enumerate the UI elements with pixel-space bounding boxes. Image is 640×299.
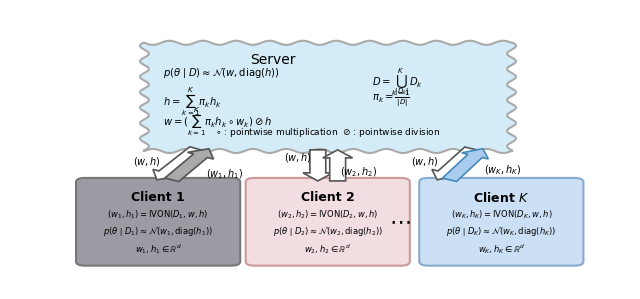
Text: $(w, h)$: $(w, h)$ bbox=[284, 151, 312, 164]
Text: $(w_2, h_2)$: $(w_2, h_2)$ bbox=[340, 165, 378, 179]
Polygon shape bbox=[303, 150, 333, 181]
Text: $(w, h)$: $(w, h)$ bbox=[411, 155, 438, 168]
Text: Server: Server bbox=[250, 53, 296, 67]
Text: $(w, h)$: $(w, h)$ bbox=[133, 155, 161, 168]
Polygon shape bbox=[323, 150, 353, 181]
Text: Client 1: Client 1 bbox=[131, 191, 185, 204]
Polygon shape bbox=[140, 41, 516, 153]
FancyBboxPatch shape bbox=[419, 178, 584, 266]
Text: $w_2, h_2 \in \mathbb{R}^d$: $w_2, h_2 \in \mathbb{R}^d$ bbox=[304, 242, 351, 256]
Text: $\pi_k = \frac{|D_k|}{|D|}$: $\pi_k = \frac{|D_k|}{|D|}$ bbox=[372, 86, 410, 109]
Polygon shape bbox=[432, 147, 479, 180]
Text: $w = (\sum_{k=1}^{K} \pi_k h_k \circ w_k) \oslash h$: $w = (\sum_{k=1}^{K} \pi_k h_k \circ w_k… bbox=[163, 105, 273, 138]
Text: Client 2: Client 2 bbox=[301, 191, 355, 204]
Text: $(w_1, h_1)$: $(w_1, h_1)$ bbox=[207, 167, 244, 181]
Text: $p(\theta \mid D_1) \approx \mathcal{N}(w_1, \mathrm{diag}(h_1))$: $p(\theta \mid D_1) \approx \mathcal{N}(… bbox=[103, 225, 213, 238]
Text: $w_K, h_K \in \mathbb{R}^d$: $w_K, h_K \in \mathbb{R}^d$ bbox=[477, 242, 525, 256]
Text: $h = \sum_{k=1}^{K} \pi_k h_k$: $h = \sum_{k=1}^{K} \pi_k h_k$ bbox=[163, 86, 222, 118]
Text: $(w_1, h_1) = \mathrm{IVON}(D_1, w, h)$: $(w_1, h_1) = \mathrm{IVON}(D_1, w, h)$ bbox=[108, 209, 209, 221]
Text: $\circ$ : pointwise multiplication  $\oslash$ : pointwise division: $\circ$ : pointwise multiplication $\osl… bbox=[215, 126, 441, 139]
Text: $p(\theta \mid D) \approx \mathcal{N}(w, \mathrm{diag}(h))$: $p(\theta \mid D) \approx \mathcal{N}(w,… bbox=[163, 66, 280, 80]
FancyBboxPatch shape bbox=[246, 178, 410, 266]
Text: $(w_K, h_K) = \mathrm{IVON}(D_K, w, h)$: $(w_K, h_K) = \mathrm{IVON}(D_K, w, h)$ bbox=[451, 209, 552, 221]
Text: $p(\theta \mid D_2) \approx \mathcal{N}(w_2, \mathrm{diag}(h_2))$: $p(\theta \mid D_2) \approx \mathcal{N}(… bbox=[273, 225, 383, 238]
Polygon shape bbox=[153, 147, 204, 180]
Text: Client $K$: Client $K$ bbox=[473, 191, 529, 205]
Text: $(w_2, h_2) = \mathrm{IVON}(D_2, w, h)$: $(w_2, h_2) = \mathrm{IVON}(D_2, w, h)$ bbox=[277, 209, 378, 221]
Text: $\cdots$: $\cdots$ bbox=[389, 211, 411, 231]
Text: $(w_K, h_K)$: $(w_K, h_K)$ bbox=[484, 164, 522, 177]
Polygon shape bbox=[442, 149, 488, 181]
Text: $w_1, h_1 \in \mathbb{R}^d$: $w_1, h_1 \in \mathbb{R}^d$ bbox=[134, 242, 182, 256]
Text: $D = \bigcup_{k=1}^{K} D_k$: $D = \bigcup_{k=1}^{K} D_k$ bbox=[372, 66, 423, 98]
Text: $p(\theta \mid D_K) \approx \mathcal{N}(w_K, \mathrm{diag}(h_K))$: $p(\theta \mid D_K) \approx \mathcal{N}(… bbox=[446, 225, 557, 238]
Polygon shape bbox=[165, 149, 214, 181]
FancyBboxPatch shape bbox=[76, 178, 240, 266]
